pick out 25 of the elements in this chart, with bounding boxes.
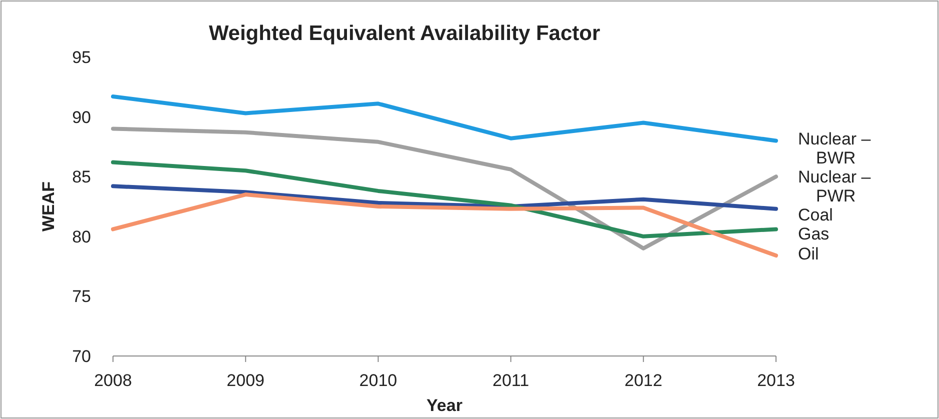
line-series [111, 94, 778, 143]
series-label: Gas [798, 224, 830, 244]
y-axis-title: WEAF [39, 181, 58, 232]
series-label: Coal [798, 206, 833, 225]
line-series [111, 126, 778, 250]
x-tick-label: 2011 [492, 371, 530, 390]
x-axis-title: Year [426, 396, 463, 415]
line-series [111, 184, 778, 211]
y-tick-label: 95 [72, 48, 91, 67]
y-tick-label: 70 [72, 347, 91, 366]
y-tick-label: 75 [72, 287, 91, 306]
x-tick-label: 2013 [757, 371, 795, 390]
series-label: Nuclear – PWR [798, 168, 872, 206]
series-label: Oil [798, 244, 819, 264]
line-series [111, 160, 778, 238]
line-series [111, 192, 778, 258]
x-tick-label: 2008 [94, 371, 132, 390]
y-tick-label: 85 [72, 168, 91, 187]
y-tick-label: 80 [72, 227, 91, 246]
x-tick-label: 2012 [624, 371, 662, 390]
series-label: Nuclear – BWR [798, 130, 872, 168]
y-tick-label: 90 [72, 108, 91, 127]
chart-title: Weighted Equivalent Availability Factor [208, 22, 600, 45]
x-tick-label: 2009 [226, 371, 265, 390]
x-tick-label: 2010 [359, 371, 398, 390]
